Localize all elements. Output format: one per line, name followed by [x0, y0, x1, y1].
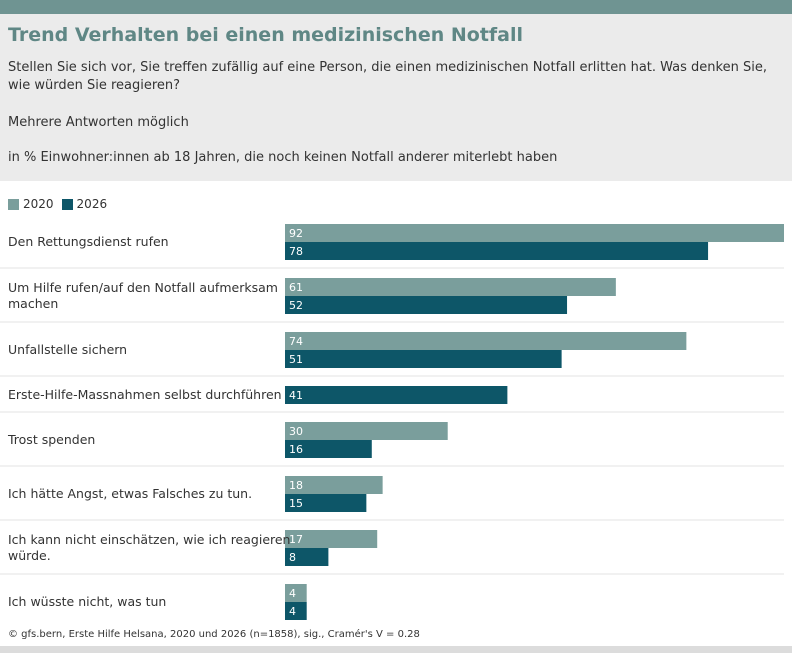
data-label-2026-5: 15: [289, 497, 303, 510]
legend-swatch-2026: [61, 198, 73, 210]
data-label-2026-6: 8: [289, 551, 296, 564]
category-label-1-line-0: Um Hilfe rufen/auf den Notfall aufmerksa…: [8, 280, 278, 295]
data-label-2020-1: 61: [289, 281, 303, 294]
bar-2020-2: [285, 332, 687, 350]
data-label-2026-7: 4: [289, 605, 296, 618]
category-label-5: Ich hätte Angst, etwas Falsches zu tun.: [8, 486, 252, 501]
category-label-6-line-1: würde.: [8, 548, 51, 563]
bar-2026-2: [285, 350, 562, 368]
bar-2026-1: [285, 296, 568, 314]
data-label-2026-0: 78: [289, 245, 303, 258]
data-label-2020-4: 30: [289, 425, 303, 438]
data-label-2026-2: 51: [289, 353, 303, 366]
top-accent-bar: [0, 0, 792, 14]
category-label-3: Erste-Hilfe-Massnahmen selbst durchführe…: [8, 387, 282, 402]
category-label-0: Den Rettungsdienst rufen: [8, 234, 169, 249]
base-note: in % Einwohner:innen ab 18 Jahren, die n…: [8, 150, 558, 165]
bar-2020-4: [285, 422, 448, 440]
legend-item-2020: 2020: [8, 197, 54, 211]
bar-2020-5: [285, 476, 383, 494]
data-label-2020-0: 92: [289, 227, 303, 240]
category-label-2: Unfallstelle sichern: [8, 342, 127, 357]
bar-2020-6: [285, 530, 378, 548]
data-label-2020-7: 4: [289, 587, 296, 600]
bar-2020-0: [285, 224, 784, 242]
bar-2026-3: [285, 386, 508, 404]
data-label-2020-6: 17: [289, 533, 303, 546]
category-label-7: Ich wüsste nicht, was tun: [8, 594, 166, 609]
multiple-answers-note: Mehrere Antworten möglich: [8, 115, 189, 130]
header-panel: [0, 14, 792, 181]
bar-2026-4: [285, 440, 372, 458]
category-label-4: Trost spenden: [7, 432, 95, 447]
category-label-6-line-0: Ich kann nicht einschätzen, wie ich reag…: [8, 532, 290, 547]
legend-item-2026: 2026: [61, 197, 108, 211]
bar-2026-6: [285, 548, 329, 566]
bottom-bar: [0, 646, 792, 653]
category-label-1-line-1: machen: [8, 296, 58, 311]
question-text: Stellen Sie sich vor, Sie treffen zufäll…: [8, 60, 767, 93]
bar-2026-5: [285, 494, 367, 512]
data-label-2026-3: 41: [289, 389, 303, 402]
data-label-2026-1: 52: [289, 299, 303, 312]
legend: 2020 2026: [8, 197, 115, 211]
legend-swatch-2020: [8, 198, 19, 210]
bar-2026-0: [285, 242, 709, 260]
legend-label-2020: 2020: [23, 197, 54, 211]
data-label-2020-5: 18: [289, 479, 303, 492]
bar-2020-1: [285, 278, 616, 296]
chart-title: Trend Verhalten bei einen medizinischen …: [8, 24, 524, 46]
data-label-2020-2: 74: [289, 335, 303, 348]
bar-2026-7: [285, 602, 307, 620]
bar-2020-7: [285, 584, 307, 602]
legend-label-2026: 2026: [76, 197, 108, 211]
bar-chart: 92 78 Den Rettungsdienst rufen 61 52 Um Hilfe…: [0, 224, 784, 620]
source-footnote: © gfs.bern, Erste Hilfe Helsana, 2020 un…: [8, 629, 420, 640]
data-label-2026-4: 16: [289, 443, 303, 456]
